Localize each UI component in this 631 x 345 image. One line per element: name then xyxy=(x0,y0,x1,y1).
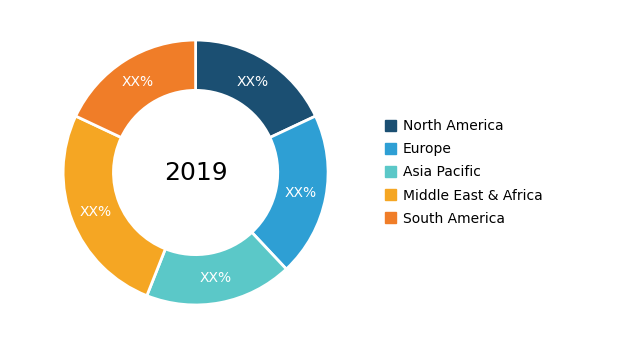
Wedge shape xyxy=(252,116,328,269)
Text: XX%: XX% xyxy=(80,205,112,219)
Wedge shape xyxy=(63,116,165,296)
Text: XX%: XX% xyxy=(237,75,269,89)
Wedge shape xyxy=(147,233,286,305)
Legend: North America, Europe, Asia Pacific, Middle East & Africa, South America: North America, Europe, Asia Pacific, Mid… xyxy=(385,119,543,226)
Text: XX%: XX% xyxy=(199,271,232,285)
Wedge shape xyxy=(196,40,316,138)
Wedge shape xyxy=(76,40,196,138)
Text: XX%: XX% xyxy=(285,186,317,200)
Text: XX%: XX% xyxy=(122,75,154,89)
Text: 2019: 2019 xyxy=(164,160,227,185)
